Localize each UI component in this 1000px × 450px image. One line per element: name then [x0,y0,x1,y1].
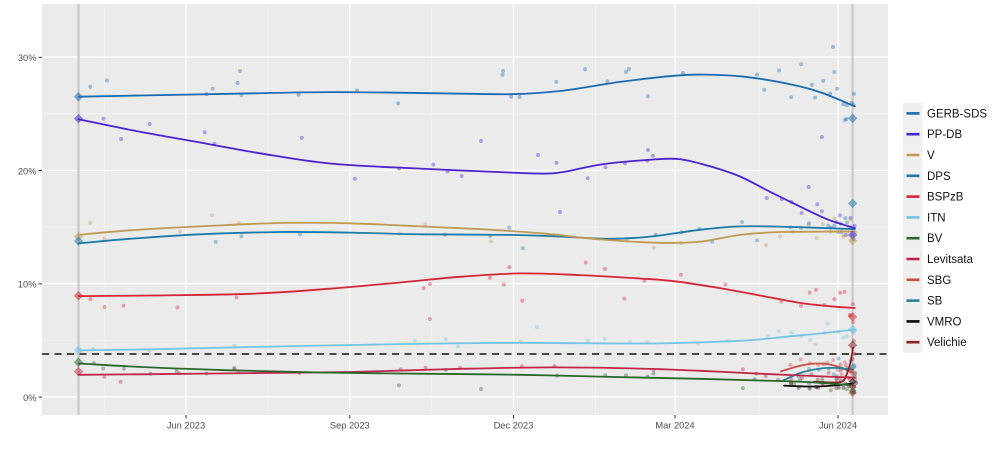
svg-text:0%: 0% [23,393,36,403]
svg-text:V: V [927,150,935,162]
svg-text:Jun 2024: Jun 2024 [819,421,857,431]
svg-text:20%: 20% [18,166,37,176]
svg-text:SBG: SBG [927,275,951,287]
svg-text:VMRO: VMRO [927,316,962,328]
svg-text:GERB-SDS: GERB-SDS [927,108,987,120]
svg-text:Dec 2023: Dec 2023 [494,421,534,431]
svg-text:ITN: ITN [927,212,946,224]
svg-text:Jun 2023: Jun 2023 [167,421,205,431]
svg-text:SB: SB [927,296,943,308]
svg-text:10%: 10% [18,280,37,290]
svg-text:BV: BV [927,233,943,245]
svg-text:Levitsata: Levitsata [927,254,974,266]
svg-text:Mar 2024: Mar 2024 [655,421,694,431]
svg-text:PP-DB: PP-DB [927,129,962,141]
svg-text:DPS: DPS [927,171,951,183]
svg-text:Sep 2023: Sep 2023 [330,421,370,431]
svg-text:Velichie: Velichie [927,337,967,349]
svg-text:30%: 30% [18,53,37,63]
svg-text:BSPzB: BSPzB [927,192,964,204]
